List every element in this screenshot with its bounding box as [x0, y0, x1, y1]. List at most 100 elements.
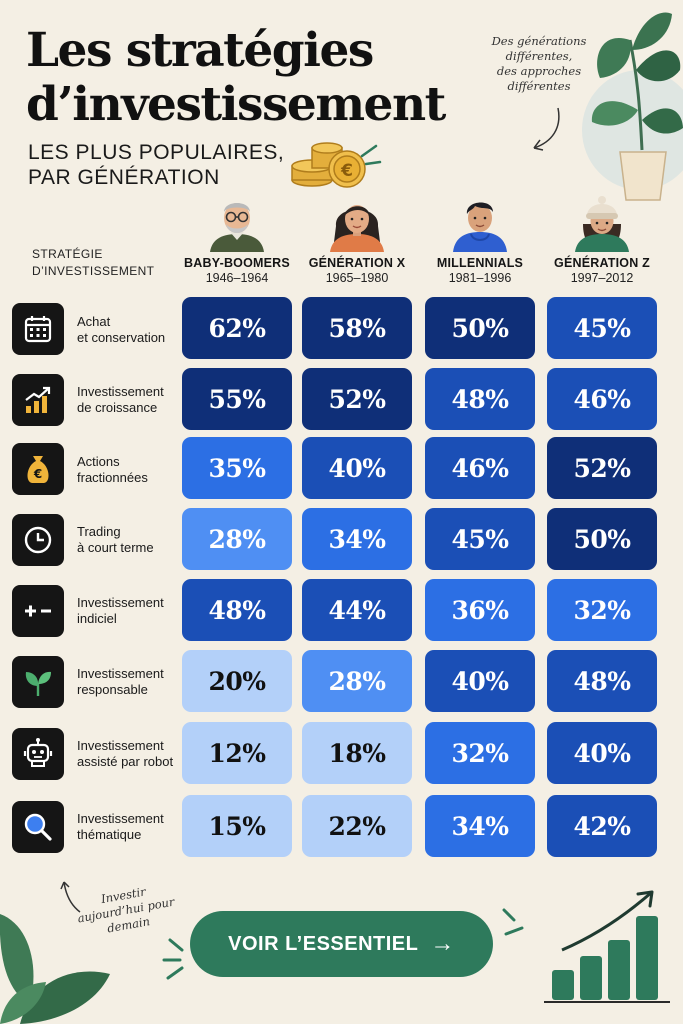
calendar-icon [12, 303, 64, 355]
clock-icon [12, 514, 64, 566]
arrow-right-icon: → [430, 930, 455, 957]
value-cell: 46% [547, 368, 657, 430]
value-cell: 48% [547, 650, 657, 712]
row-label-line-2: thématique [77, 827, 142, 842]
value-cell: 48% [425, 368, 535, 430]
value-cell: 28% [182, 508, 292, 570]
row-label-line-2: responsable [77, 682, 148, 697]
growth-chart-icon [12, 374, 64, 426]
row-label-line-1: Actions [77, 454, 120, 469]
plus-minus-icon [12, 585, 64, 637]
row-label-line-2: à court terme [77, 540, 154, 555]
value-cell: 45% [425, 508, 535, 570]
curved-arrow-icon [533, 107, 560, 151]
column-name-generation-x: GÉNÉRATION X [308, 256, 406, 270]
row-label-line-2: indiciel [77, 611, 117, 626]
column-years-millennials: 1981–1996 [448, 271, 512, 285]
subtitle-line-1: LES PLUS POPULAIRES, [28, 141, 285, 164]
column-name-generation-z: GÉNÉRATION Z [554, 256, 650, 270]
column-header-generation-x: GÉNÉRATION X 1965–1980 [297, 196, 417, 285]
row-label: Investissement de croissance [77, 384, 179, 416]
column-name-millennials: MILLENNIALS [436, 256, 524, 270]
top-note-line-4: différentes [507, 79, 571, 93]
value-cell: 42% [547, 795, 657, 857]
value-cell: 52% [547, 437, 657, 499]
row-label-line-2: de croissance [77, 400, 158, 415]
sparkle-right-icon [502, 908, 524, 936]
column-name-baby-boomers: BABY-BOOMERS [184, 256, 290, 270]
value-cell: 20% [182, 650, 292, 712]
row-label-line-1: Achat [77, 314, 111, 329]
row-label-line-1: Investissement [77, 811, 164, 826]
value-cell: 34% [425, 795, 535, 857]
row-label: Achat et conservation [77, 314, 179, 346]
value-cell: 34% [302, 508, 412, 570]
value-cell: 32% [425, 722, 535, 784]
strategy-header-line-1: STRATÉGIE [32, 247, 103, 261]
magnifier-icon [12, 801, 64, 853]
leaves-icon [0, 914, 110, 1024]
baby-boomer-avatar-icon [210, 203, 264, 252]
row-label-line-1: Investissement [77, 738, 164, 753]
value-cell: 15% [182, 795, 292, 857]
value-cell: 58% [302, 297, 412, 359]
value-cell: 12% [182, 722, 292, 784]
top-note-line-1: Des générations [491, 34, 587, 48]
value-cell: 46% [425, 437, 535, 499]
column-header-baby-boomers: BABY-BOOMERS 1946–1964 [177, 196, 297, 285]
column-header-generation-z: GÉNÉRATION Z 1997–2012 [542, 196, 662, 285]
strategy-column-header: STRATÉGIE D’INVESTISSEMENT [32, 246, 154, 280]
row-label-line-1: Investissement [77, 595, 164, 610]
generation-z-avatar-icon [575, 196, 629, 252]
strategy-header-line-2: D’INVESTISSEMENT [32, 264, 155, 278]
row-label-line-1: Trading [77, 524, 121, 539]
cta-label: VOIR L’ESSENTIEL [228, 932, 419, 955]
page-title: Les stratégies d’investissement [26, 23, 446, 132]
euro-coins-icon: € [291, 142, 382, 188]
value-cell: 40% [547, 722, 657, 784]
row-label: Investissement thématique [77, 811, 179, 843]
value-cell: 50% [547, 508, 657, 570]
small-arrow-icon [60, 881, 81, 913]
value-cell: 44% [302, 579, 412, 641]
value-cell: 18% [302, 722, 412, 784]
page-subtitle: LES PLUS POPULAIRES, PAR GÉNÉRATION [28, 140, 328, 190]
svg-text:€: € [33, 467, 42, 481]
row-label: Investissement assisté par robot [77, 738, 179, 770]
column-header-millennials: MILLENNIALS 1981–1996 [420, 196, 540, 285]
row-label-line-2: assisté par robot [77, 754, 174, 769]
leaf-icon [12, 656, 64, 708]
top-note-line-2: différentes, [505, 49, 573, 63]
growth-bars-icon [544, 890, 670, 1003]
top-note-line-3: des approches [496, 64, 582, 78]
svg-text:€: € [340, 161, 353, 181]
row-label: Investissement responsable [77, 666, 179, 698]
value-cell: 35% [182, 437, 292, 499]
row-label: Investissement indiciel [77, 595, 179, 627]
value-cell: 55% [182, 368, 292, 430]
millennial-avatar-icon [453, 202, 507, 252]
top-note: Des générations différentes, des approch… [478, 34, 600, 94]
value-cell: 32% [547, 579, 657, 641]
generation-x-avatar-icon [330, 205, 384, 252]
value-cell: 36% [425, 579, 535, 641]
row-label: Actions fractionnées [77, 454, 179, 486]
row-label-line-1: Investissement [77, 666, 164, 681]
value-cell: 28% [302, 650, 412, 712]
value-cell: 45% [547, 297, 657, 359]
subtitle-line-2: PAR GÉNÉRATION [28, 166, 220, 189]
value-cell: 40% [302, 437, 412, 499]
potted-plant-icon [582, 12, 683, 201]
voir-essentiel-button[interactable]: VOIR L’ESSENTIEL → [190, 911, 493, 977]
value-cell: 52% [302, 368, 412, 430]
title-line-2: d’investissement [26, 77, 446, 132]
column-years-generation-x: 1965–1980 [325, 271, 389, 285]
title-line-1: Les stratégies [26, 23, 374, 78]
row-label-line-2: et conservation [77, 330, 166, 345]
money-bag-icon: € [12, 443, 64, 495]
column-years-baby-boomers: 1946–1964 [205, 271, 269, 285]
value-cell: 40% [425, 650, 535, 712]
robot-icon [12, 728, 64, 780]
sparkle-left-icon [162, 938, 184, 980]
row-label-line-2: fractionnées [77, 470, 148, 485]
